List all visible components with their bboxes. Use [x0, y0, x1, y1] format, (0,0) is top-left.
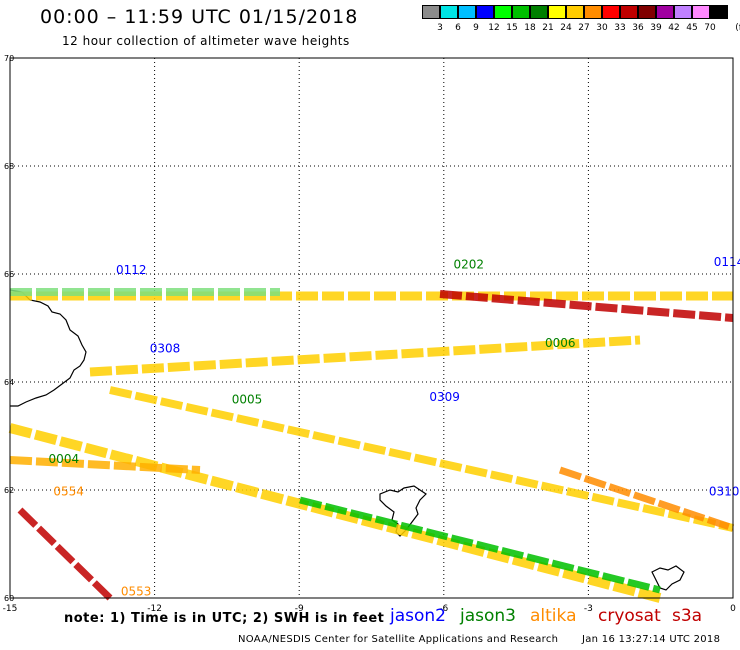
- scale-bin: [620, 5, 638, 19]
- track-time-label: 0202: [453, 258, 484, 272]
- scale-bin-label: 42: [668, 23, 680, 33]
- scale-bin-label: 39: [650, 23, 662, 33]
- coastline: [9, 289, 87, 407]
- coastline: [379, 485, 427, 537]
- legend-altika: altika: [530, 606, 577, 626]
- satellite-tracks: [8, 288, 735, 603]
- scale-bin-label: 24: [560, 23, 572, 33]
- track-time-label: 0554: [53, 484, 84, 498]
- track-segment: [299, 496, 661, 594]
- track-segment: [109, 386, 734, 532]
- scale-bin: [422, 5, 440, 19]
- credit-text: NOAA/NESDIS Center for Satellite Applica…: [238, 634, 559, 645]
- scale-bin-label: 36: [632, 23, 644, 33]
- scale-bin: [674, 5, 692, 19]
- legend-jason3: jason3: [460, 606, 516, 626]
- scale-bin-label: 21: [542, 23, 554, 33]
- scale-bin: [476, 5, 494, 19]
- track-time-label: 0114: [714, 255, 740, 269]
- scale-bin: [494, 5, 512, 19]
- scale-bin: [548, 5, 566, 19]
- scale-bin: [530, 5, 548, 19]
- scale-bin: [440, 5, 458, 19]
- lat-tick-label: 70: [4, 54, 14, 63]
- scale-bin: [710, 5, 728, 19]
- track-segment: [17, 507, 113, 601]
- scale-bin: [584, 5, 602, 19]
- lat-tick-label: 68: [4, 162, 14, 171]
- track-time-label: 0310: [709, 484, 740, 498]
- scale-bin-label: 9: [473, 23, 479, 33]
- units-note: note: 1) Time is in UTC; 2) SWH is in fe…: [64, 611, 385, 626]
- scale-bin-label: 12: [488, 23, 500, 33]
- scale-bin: [602, 5, 620, 19]
- scale-bin: [512, 5, 530, 19]
- lat-tick-label: 60: [4, 594, 14, 603]
- scale-bin-label: 45: [686, 23, 698, 33]
- scale-bin-label: 18: [524, 23, 536, 33]
- track-segment: [558, 466, 735, 532]
- track-time-label: 0309: [429, 390, 460, 404]
- lon-tick-label: -12: [147, 604, 162, 614]
- lon-tick-label: -15: [3, 604, 18, 614]
- scale-unit: (ft): [735, 23, 740, 33]
- scale-bin-label: 3: [437, 23, 443, 33]
- scale-bin-label: 6: [455, 23, 461, 33]
- track-segment: [9, 456, 201, 474]
- legend-cryosat: cryosat: [598, 606, 661, 626]
- scale-bin-label: 15: [506, 23, 518, 33]
- lat-tick-label: 64: [4, 378, 14, 387]
- track-time-label: 0112: [116, 263, 147, 277]
- page-title: 00:00 – 11:59 UTC 01/15/2018: [40, 6, 359, 28]
- lat-tick-label: 66: [4, 270, 14, 279]
- track-segment: [89, 335, 641, 377]
- legend-jason2: jason2: [390, 606, 446, 626]
- track-time-label: 0006: [545, 336, 576, 350]
- scale-bin: [656, 5, 674, 19]
- scale-bin: [692, 5, 710, 19]
- scale-bin-label: 33: [614, 23, 626, 33]
- lon-tick-label: -9: [295, 604, 304, 614]
- land-outlines: [9, 289, 685, 591]
- track-time-labels: 0112 0308 0309 0310 0114 0202 0006 0005 0004 0554…: [49, 255, 740, 598]
- page-subtitle: 12 hour collection of altimeter wave hei…: [62, 34, 350, 48]
- track-segment: [439, 290, 734, 322]
- scale-bin: [638, 5, 656, 19]
- track-time-label: 0004: [49, 452, 80, 466]
- map-frame: [9, 57, 734, 599]
- scale-bin-label: 30: [596, 23, 608, 33]
- lon-tick-label: -6: [439, 604, 448, 614]
- scale-bin: [458, 5, 476, 19]
- coastline: [651, 565, 685, 591]
- lat-tick-label: 62: [4, 486, 14, 495]
- track-segment: [8, 423, 662, 603]
- generated-timestamp: Jan 16 13:27:14 UTC 2018: [582, 634, 721, 645]
- track-time-label: 0553: [121, 584, 152, 598]
- lon-tick-label: 0: [730, 604, 736, 614]
- track-time-label: 0308: [150, 341, 181, 355]
- scale-bin-label: 70: [704, 23, 716, 33]
- scale-bin: [566, 5, 584, 19]
- track-time-label: 0005: [232, 393, 263, 407]
- lon-tick-label: -3: [584, 604, 593, 614]
- axis-tick-labels: -15 -12 -9 -6 -3 0 70 68 66 64 62 60: [3, 54, 736, 614]
- scale-bin-label: 27: [578, 23, 590, 33]
- legend-s3a: s3a: [672, 606, 703, 626]
